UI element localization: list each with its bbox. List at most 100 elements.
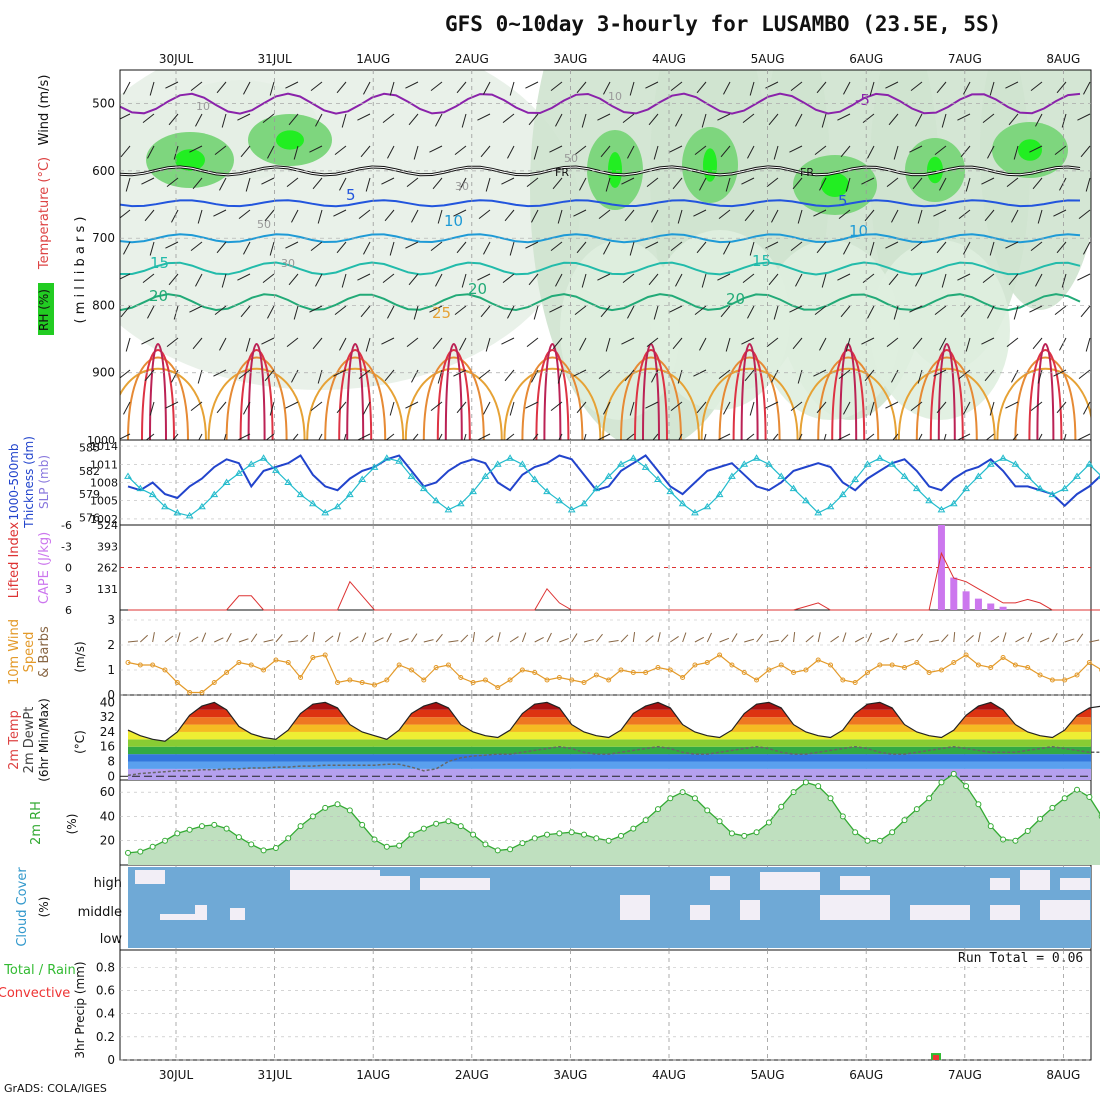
wind-axis-label: Wind (m/s) <box>37 75 52 146</box>
warm-isotherm-6-3 <box>740 343 759 440</box>
slp-marker <box>1048 490 1057 498</box>
wind-barb <box>862 273 875 284</box>
cloud-block <box>195 905 207 920</box>
wind-barb <box>892 433 899 440</box>
wind-barb <box>528 113 539 126</box>
wind-barb <box>389 241 395 256</box>
slp-marker <box>419 484 428 492</box>
wind-barb <box>819 177 827 191</box>
cloud-block <box>820 895 890 920</box>
wind-speed-marker <box>704 660 710 665</box>
rh-2m-marker <box>211 821 218 828</box>
wind-barb-10m <box>830 635 840 643</box>
wind-barb-10m <box>497 632 501 643</box>
wind-barb <box>526 337 539 348</box>
wind-barb <box>598 369 611 380</box>
wind-barb <box>502 273 515 284</box>
wind-barb <box>814 145 827 156</box>
wind-barb <box>406 337 419 348</box>
wind-barb <box>286 177 299 188</box>
wind-barb <box>703 433 707 440</box>
warm-isotherm-8-2 <box>929 349 964 440</box>
wind-barb-10m <box>534 637 544 643</box>
wind-speed-marker <box>766 667 772 673</box>
wind-barb <box>936 401 947 414</box>
wind-speed-marker <box>988 665 994 670</box>
wind-barb <box>790 401 803 412</box>
wind-barb <box>934 145 947 156</box>
cloud-block <box>420 878 490 890</box>
wind-barb <box>144 209 155 222</box>
slp-marker <box>999 454 1007 461</box>
wind-barb <box>699 177 707 191</box>
wind-barb-10m <box>509 636 519 643</box>
rh-2m-marker <box>1000 836 1007 843</box>
wind-barb <box>789 305 803 313</box>
slp-marker <box>949 499 958 507</box>
wind-barb <box>941 113 947 128</box>
wind-barb <box>1032 337 1043 350</box>
wind-barb <box>885 241 899 249</box>
wind-barb-10m <box>189 636 199 643</box>
slp-marker <box>444 505 453 513</box>
wind-barb <box>265 433 275 440</box>
wind-barb <box>1061 273 1067 288</box>
wind-barb <box>240 305 251 318</box>
wind-barb <box>507 145 515 159</box>
warm-isotherm-1-2 <box>239 349 274 440</box>
wind-barb <box>288 113 299 126</box>
wind-barb <box>1056 81 1067 94</box>
wind-barb <box>141 337 155 345</box>
wind-barb <box>893 145 899 160</box>
wind-barb <box>574 145 587 156</box>
slp-marker <box>629 454 638 461</box>
wind-barb-10m <box>312 632 315 643</box>
wind-barb <box>387 145 395 159</box>
wind-barb <box>915 113 923 127</box>
wind-barb-10m <box>657 632 661 643</box>
rh-2m-marker <box>420 825 427 832</box>
rh-2m-marker <box>334 801 341 808</box>
thickness-label-a: 1000-500mb <box>7 443 21 520</box>
cape-bar <box>999 606 1007 610</box>
wind-speed-marker <box>593 672 599 678</box>
wind-barb <box>120 113 131 120</box>
slp-tick-label: 1005 <box>90 495 118 508</box>
wind-barb-10m <box>1051 633 1058 643</box>
wind-barb <box>141 177 155 185</box>
wind-barb-10m <box>152 632 155 643</box>
wind-speed-marker <box>877 662 883 668</box>
rh-2m-marker <box>889 829 896 836</box>
wind10-label-c: & Barbs <box>37 626 52 678</box>
slp-marker <box>715 490 724 498</box>
wind-barb <box>1012 433 1019 440</box>
wind-barb <box>432 337 443 350</box>
wind-barb-10m <box>423 639 434 643</box>
cloud-block <box>990 878 1010 890</box>
wind-barb <box>790 81 803 92</box>
wind-barb <box>459 337 467 351</box>
wind-barb <box>960 145 971 158</box>
date-label-top: 30JUL <box>159 52 194 66</box>
temp-contour-label-2: 5 <box>838 192 848 210</box>
warm-isotherm-3-2 <box>436 349 471 440</box>
wind-barb <box>629 241 635 256</box>
wind-barb <box>1053 209 1067 217</box>
wind-barb <box>198 433 203 440</box>
wind-speed-marker <box>187 690 193 695</box>
rh-2m-marker <box>975 801 982 808</box>
li-axis-label: Lifted Index <box>7 521 22 598</box>
temp-contour-label-10: 25 <box>432 304 451 322</box>
wind-barb-10m <box>768 639 779 643</box>
wind-barb <box>1083 241 1091 255</box>
date-label-top: 31JUL <box>257 52 292 66</box>
wind-barb <box>600 145 611 158</box>
temp-band <box>128 702 1091 710</box>
wind-barb <box>171 209 179 223</box>
wind-barb <box>861 337 875 345</box>
wind-barb <box>483 401 491 415</box>
wind-barb <box>963 81 971 95</box>
wind-barb <box>843 241 851 255</box>
wind-barb <box>768 273 779 286</box>
wind-barb-10m <box>842 632 847 643</box>
